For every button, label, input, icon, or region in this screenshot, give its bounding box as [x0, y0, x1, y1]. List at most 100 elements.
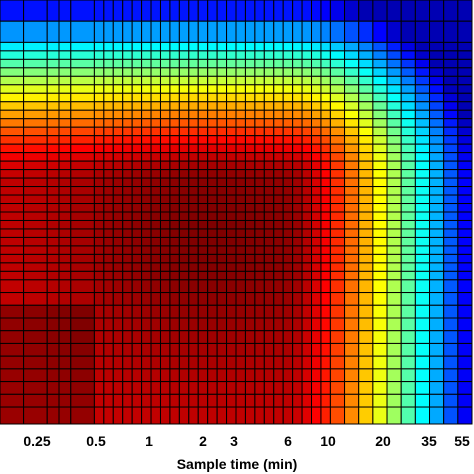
heatmap-cell	[141, 219, 152, 230]
heatmap-cell	[457, 20, 473, 43]
heatmap-cell	[207, 169, 218, 179]
heatmap-cell	[254, 135, 265, 145]
heatmap-cell	[46, 368, 60, 383]
heatmap-cell	[301, 67, 313, 77]
heatmap-cell	[188, 20, 199, 43]
heatmap-cell	[414, 58, 431, 69]
heatmap-cell	[329, 75, 346, 86]
heatmap-cell	[372, 317, 388, 332]
heatmap-cell	[263, 75, 275, 86]
heatmap-cell	[320, 368, 331, 383]
heatmap-cell	[216, 262, 228, 272]
heatmap-cell	[46, 253, 60, 264]
heatmap-cell	[159, 109, 171, 120]
heatmap-cell	[400, 236, 416, 247]
heatmap-cell	[372, 236, 388, 247]
heatmap-cell	[112, 236, 124, 247]
heatmap-cell	[273, 194, 284, 205]
heatmap-cell	[226, 211, 237, 221]
heatmap-cell	[131, 270, 143, 281]
heatmap-cell	[226, 236, 237, 247]
heatmap-cell	[386, 330, 402, 344]
heatmap-cell	[216, 92, 228, 103]
heatmap-cell	[46, 228, 60, 238]
heatmap-cell	[46, 245, 60, 255]
heatmap-cell	[443, 92, 459, 103]
heatmap-cell	[244, 67, 256, 77]
heatmap-cell	[301, 262, 313, 272]
heatmap-cell	[70, 186, 95, 196]
heatmap-cell	[329, 330, 346, 344]
heatmap-cell	[122, 211, 133, 221]
heatmap-cell	[282, 67, 294, 77]
heatmap-cell	[235, 118, 246, 128]
heatmap-cell	[23, 67, 48, 77]
heatmap-cell	[235, 279, 246, 294]
heatmap-cell	[58, 58, 72, 69]
heatmap-cell	[23, 109, 48, 120]
heatmap-cell	[457, 186, 473, 196]
heatmap-cell	[358, 317, 374, 332]
heatmap-cell	[169, 0, 180, 22]
heatmap-cell	[216, 304, 228, 319]
heatmap-cell	[292, 109, 303, 120]
heatmap-cell	[329, 126, 346, 137]
heatmap-cell	[216, 406, 228, 425]
heatmap-cell	[282, 406, 294, 425]
heatmap-cell	[0, 143, 25, 154]
heatmap-cell	[400, 186, 416, 196]
heatmap-cell	[150, 194, 161, 205]
heatmap-cell	[0, 169, 25, 179]
heatmap-cell	[344, 50, 360, 60]
heatmap-cell	[103, 126, 114, 137]
heatmap-cell	[46, 236, 60, 247]
heatmap-cell	[112, 126, 124, 137]
heatmap-cell	[372, 270, 388, 281]
heatmap-cell	[131, 160, 143, 171]
heatmap-cell	[443, 304, 459, 319]
heatmap-cell	[112, 143, 124, 154]
heatmap-cell	[282, 194, 294, 205]
heatmap-cell	[23, 92, 48, 103]
heatmap-cell	[131, 211, 143, 221]
heatmap-cell	[188, 67, 199, 77]
heatmap-cell	[93, 84, 105, 94]
heatmap-cell	[273, 393, 284, 408]
heatmap-cell	[282, 152, 294, 162]
heatmap-cell	[112, 253, 124, 264]
heatmap-cell	[414, 355, 431, 370]
heatmap-cell	[320, 236, 331, 247]
heatmap-cell	[112, 279, 124, 294]
heatmap-cell	[282, 50, 294, 60]
heatmap-cell	[150, 236, 161, 247]
heatmap-cell	[344, 160, 360, 171]
heatmap-cell	[273, 75, 284, 86]
heatmap-cell	[263, 236, 275, 247]
heatmap-cell	[358, 262, 374, 272]
heatmap-cell	[457, 169, 473, 179]
heatmap-cell	[103, 330, 114, 344]
heatmap-cell	[329, 186, 346, 196]
heatmap-cell	[103, 109, 114, 120]
heatmap-cell	[344, 92, 360, 103]
heatmap-cell	[254, 393, 265, 408]
heatmap-cell	[197, 393, 209, 408]
heatmap-cell	[301, 355, 313, 370]
heatmap-cell	[23, 253, 48, 264]
heatmap-cell	[197, 317, 209, 332]
heatmap-cell	[216, 58, 228, 69]
heatmap-cell	[226, 381, 237, 395]
heatmap-cell	[226, 101, 237, 111]
heatmap-cell	[244, 186, 256, 196]
heatmap-cell	[23, 330, 48, 344]
heatmap-cell	[58, 219, 72, 230]
heatmap-cell	[235, 381, 246, 395]
heatmap-cell	[122, 219, 133, 230]
heatmap-cell	[0, 342, 25, 357]
heatmap-cell	[70, 135, 95, 145]
heatmap-cell	[178, 177, 190, 188]
heatmap-cell	[329, 169, 346, 179]
heatmap-cell	[131, 253, 143, 264]
heatmap-cell	[358, 143, 374, 154]
heatmap-cell	[292, 186, 303, 196]
